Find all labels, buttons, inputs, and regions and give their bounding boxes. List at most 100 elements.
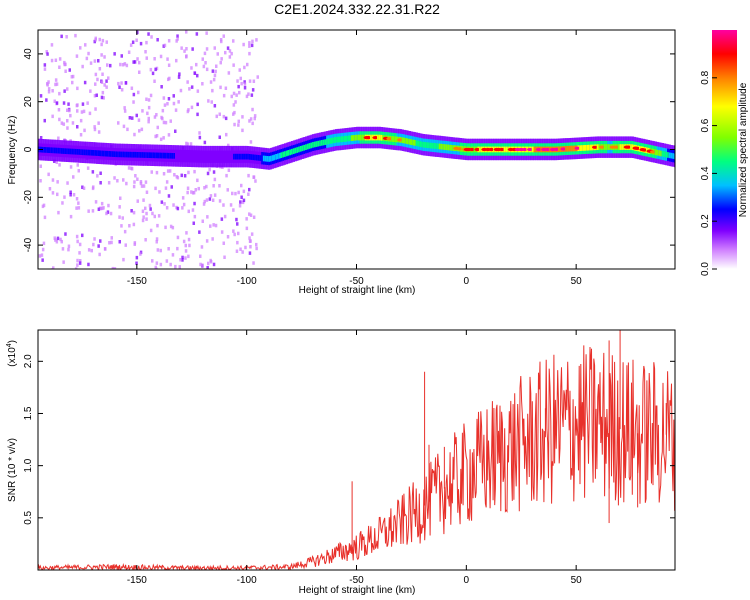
noise-speck xyxy=(97,59,100,63)
noise-speck xyxy=(71,80,74,85)
ridge-core xyxy=(581,145,584,151)
snr-series-line xyxy=(38,345,675,570)
noise-speck xyxy=(181,255,184,260)
noise-speck xyxy=(247,92,250,96)
ridge-peak xyxy=(560,147,567,151)
noise-speck xyxy=(148,203,152,208)
noise-speck xyxy=(212,184,215,188)
ridge-core xyxy=(503,146,506,153)
noise-speck xyxy=(228,55,232,59)
noise-speck xyxy=(93,59,97,63)
noise-speck xyxy=(120,54,123,58)
noise-speck xyxy=(69,193,72,197)
noise-speck xyxy=(179,88,183,93)
ridge-core xyxy=(212,153,215,160)
ridge-core xyxy=(64,148,67,154)
noise-speck xyxy=(193,201,196,206)
noise-speck xyxy=(98,67,102,71)
noise-speck xyxy=(123,106,126,110)
noise-speck xyxy=(162,120,166,125)
noise-speck xyxy=(74,267,78,269)
noise-speck xyxy=(227,71,231,75)
ridge-core xyxy=(378,134,382,141)
ridge-core xyxy=(255,154,259,161)
ridge-core xyxy=(333,137,336,144)
noise-speck xyxy=(241,250,244,254)
noise-speck xyxy=(186,142,190,146)
noise-speck xyxy=(144,50,147,54)
noise-speck xyxy=(237,119,240,124)
noise-speck xyxy=(176,37,179,41)
colorbar: 0.0 0.2 0.4 0.6 0.8 Normalized spectral ampl… xyxy=(700,30,749,276)
ridge-core xyxy=(607,144,610,150)
noise-speck xyxy=(239,76,242,81)
noise-speck xyxy=(66,126,69,130)
noise-speck xyxy=(176,246,179,251)
ridge-core xyxy=(422,141,425,148)
noise-speck xyxy=(187,254,190,259)
noise-speck xyxy=(99,239,102,243)
noise-speck xyxy=(118,85,121,89)
ridge-core xyxy=(173,153,176,159)
noise-speck xyxy=(201,82,204,86)
ridge-core xyxy=(152,152,155,159)
ridge-core xyxy=(401,137,404,144)
noise-speck xyxy=(227,168,231,172)
noise-speck xyxy=(209,224,212,228)
ridge-core xyxy=(285,150,288,157)
noise-speck xyxy=(212,77,216,82)
noise-speck xyxy=(130,167,134,171)
ridge-core xyxy=(312,142,315,148)
noise-speck xyxy=(190,105,194,110)
noise-speck xyxy=(187,170,190,175)
ridge-core xyxy=(429,142,433,149)
noise-speck xyxy=(53,236,56,240)
noise-speck xyxy=(154,265,157,269)
ridge-core xyxy=(55,147,58,154)
noise-speck xyxy=(127,50,131,54)
noise-speck xyxy=(165,259,169,263)
noise-speck xyxy=(210,100,213,104)
ridge-core xyxy=(419,141,422,147)
noise-speck xyxy=(120,88,124,92)
ridge-core xyxy=(185,153,188,159)
ridge-core xyxy=(479,146,482,153)
spectrogram-y-tick-label: -20 xyxy=(23,190,34,205)
noise-speck xyxy=(76,258,79,263)
noise-speck xyxy=(153,57,156,61)
noise-speck xyxy=(198,131,201,135)
ridge-core xyxy=(161,152,164,159)
noise-speck xyxy=(236,222,239,226)
ridge-core xyxy=(113,151,116,157)
noise-speck xyxy=(218,199,222,203)
ridge-core xyxy=(117,151,120,158)
ridge-core xyxy=(558,146,561,153)
ridge-core xyxy=(48,147,51,153)
noise-speck xyxy=(196,112,199,117)
noise-speck xyxy=(227,143,230,148)
ridge-core xyxy=(663,151,666,157)
noise-speck xyxy=(147,32,150,36)
noise-speck xyxy=(68,108,71,113)
noise-speck xyxy=(39,94,43,98)
noise-speck xyxy=(211,237,214,241)
noise-speck xyxy=(232,208,235,212)
noise-speck xyxy=(215,114,218,119)
noise-speck xyxy=(145,190,149,194)
noise-speck xyxy=(238,204,242,208)
noise-speck xyxy=(205,184,208,189)
noise-speck xyxy=(77,201,80,205)
spectrogram-marks xyxy=(38,30,675,269)
ridge-peak xyxy=(650,150,656,154)
noise-speck xyxy=(140,184,144,188)
ridge-core xyxy=(201,153,204,160)
noise-speck xyxy=(150,170,153,174)
noise-speck xyxy=(186,186,190,190)
noise-speck xyxy=(251,39,254,44)
noise-speck xyxy=(145,40,148,45)
noise-speck xyxy=(81,102,85,106)
ridge-core xyxy=(440,143,443,150)
noise-speck xyxy=(133,241,137,245)
noise-speck xyxy=(167,133,171,137)
noise-speck xyxy=(45,98,48,102)
